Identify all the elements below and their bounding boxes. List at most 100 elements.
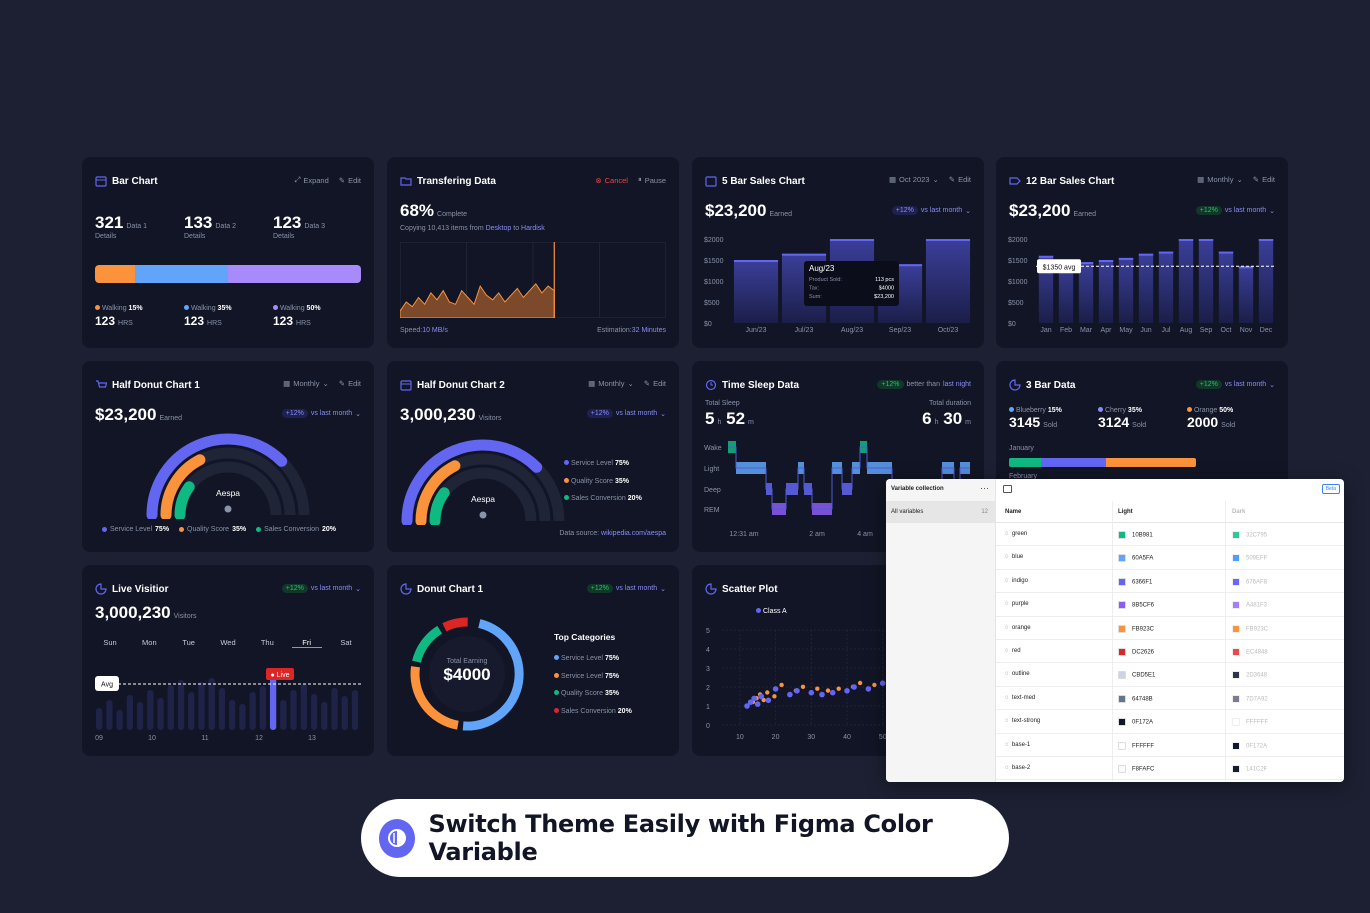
tooltip-key: Product Sold: (809, 277, 842, 283)
tooltip-value: $23,200 (874, 294, 894, 300)
dark-value: EC4848 (1232, 648, 1268, 656)
x-tick-label: Oct/23 (938, 327, 959, 334)
light-value: FFFFFF (1118, 741, 1154, 750)
transfer-area (400, 282, 555, 318)
avg-label: $1350 avg (1043, 264, 1076, 271)
color-swatch (1118, 741, 1126, 750)
x-tick-label: Jan (1040, 327, 1051, 334)
y-tick-label: 3 (706, 666, 710, 673)
day-tab[interactable]: Tue (182, 638, 195, 647)
variable-row[interactable]: ◌ outline CBD5E1 2D3648 (996, 663, 1344, 687)
calendar-icon (705, 176, 717, 187)
bar-cap (1258, 239, 1274, 241)
live-visitor-chart: Avg ● Live 09 10 11 12 13 (95, 668, 362, 742)
color-swatch (1232, 648, 1240, 656)
x-tick-label: 20 (772, 734, 780, 741)
more-icon[interactable]: ⋯ (980, 483, 989, 493)
color-swatch (1232, 694, 1240, 703)
bar (1198, 239, 1214, 323)
dark-value: FFFFFF (1232, 718, 1268, 727)
cancel-button[interactable]: ⊗ Cancel (595, 175, 628, 185)
day-tab[interactable]: Sun (103, 638, 117, 647)
arc-segment (401, 439, 543, 525)
variable-row[interactable]: ◌ purple 8B5CF6 A481F3 (996, 593, 1344, 617)
bar-cap (1138, 253, 1154, 256)
source-link[interactable]: wikipedia.com/aespa (601, 530, 666, 537)
scatter-point (815, 686, 820, 691)
variable-row[interactable]: ◌ text-med 64748B 7D7A92 (996, 687, 1344, 711)
variable-row[interactable]: ◌ base-1 FFFFFF 0F172A (996, 734, 1344, 757)
variable-row[interactable]: ◌ blue 60A5FA 509EFF (996, 546, 1344, 570)
transfer-area-chart (400, 242, 666, 318)
variable-name: ◌ base-1 (1005, 741, 1031, 748)
bar-chart-card: Bar Chart ⤢ Expand ✎ Edit 321 Data 1 Detail… (82, 157, 374, 348)
scatter-point (772, 694, 777, 699)
y-tick-label: $0 (704, 321, 712, 328)
light-value: CBD5E1 (1118, 671, 1155, 680)
edit-button[interactable]: ✎ Edit (338, 175, 361, 185)
variable-row[interactable]: ◌ indigo 6366F1 676AF8 (996, 570, 1344, 594)
edit-button[interactable]: ✎ Edit (643, 379, 666, 388)
color-swatch (1118, 694, 1126, 703)
visitor-bar (147, 690, 154, 730)
bar-cap (781, 253, 827, 256)
variable-name: ◌ text-med (1005, 694, 1036, 701)
y-tick-label: $2000 (704, 237, 724, 244)
color-swatch (1232, 554, 1240, 563)
period-select[interactable]: ▦ Monthly ⌄ (1197, 175, 1243, 184)
edit-button[interactable]: ✎ Edit (1252, 175, 1275, 184)
tooltip-value: 113 pcs (875, 277, 894, 283)
variable-row[interactable]: ◌ base-2 F8FAFC 141C2F (996, 757, 1344, 781)
edit-button[interactable]: ✎ Edit (338, 379, 361, 388)
color-swatch (1118, 554, 1126, 563)
transfer-card: Transfering Data ⊗ Cancel ⏸ Pause 68% Comp… (387, 157, 679, 348)
period-select[interactable]: ▦ Monthly ⌄ (588, 379, 634, 388)
pause-button[interactable]: ⏸ Pause (637, 175, 666, 185)
x-tick-label: Jun (1140, 327, 1151, 334)
color-swatch (1232, 741, 1240, 750)
visitor-bar (167, 685, 174, 730)
variable-row[interactable]: ◌ green 10B981 32C795 (996, 523, 1344, 547)
visitor-bar (321, 702, 328, 730)
variable-name: ◌ base-2 (1005, 765, 1031, 771)
color-swatch (1118, 531, 1126, 539)
day-tab[interactable]: Thu (260, 638, 274, 647)
expand-button[interactable]: ⤢ Expand (294, 175, 329, 185)
color-swatch (1118, 577, 1126, 586)
theme-toggle-icon (379, 818, 416, 858)
visitor-bar (331, 688, 338, 730)
x-tick-label: May (1119, 327, 1133, 334)
x-tick-label: 09 (95, 735, 103, 742)
day-tab[interactable]: Mon (142, 638, 157, 647)
arc-segment (429, 487, 450, 525)
bar-cap (733, 260, 779, 262)
half-donut-1-card: Half Donut Chart 1 ▦ Monthly ⌄ ✎ Edit $23… (82, 361, 374, 552)
sales5-bar-chart: $2000 $1500 $1000 $500 $0 Jun/23 Jul/23 Aug/23 S… (704, 237, 971, 334)
variable-name: ◌ purple (1005, 601, 1029, 608)
day-tab[interactable]: Fri (291, 638, 322, 648)
variable-name: ◌ red (1005, 648, 1021, 654)
y-tick-label: 2 (706, 685, 710, 692)
sidebar-toggle-icon[interactable] (1003, 485, 1012, 493)
bar-cap (1158, 251, 1174, 254)
center-label: Aespa (216, 488, 240, 498)
variable-row[interactable]: ◌ text-strong 0F172A FFFFFF (996, 710, 1344, 734)
month-select[interactable]: ▦ Oct 2023 ⌄ (888, 175, 939, 184)
light-value: 6366F1 (1118, 577, 1152, 586)
day-tab[interactable]: Wed (220, 638, 236, 647)
variable-row[interactable]: ◌ orange FB923C FB923C (996, 617, 1344, 640)
scatter-point (800, 684, 806, 689)
variable-row[interactable]: ◌ red DC2626 EC4848 (996, 640, 1344, 664)
edit-button[interactable]: ✎ Edit (948, 175, 971, 184)
day-tab[interactable]: Sat (340, 638, 352, 647)
bar-cap (877, 264, 923, 267)
x-tick-label: 30 (807, 734, 815, 741)
stage-label: REM (704, 507, 720, 514)
all-variables-item[interactable]: All variables 12 (886, 501, 996, 523)
period-select[interactable]: ▦ Monthly ⌄ (283, 379, 329, 388)
center-dot (479, 511, 487, 519)
bar-cap (1098, 260, 1114, 262)
day-tabs: Sun Mon Tue Wed Thu Fri Sat (95, 638, 361, 648)
tag-icon (1009, 177, 1021, 185)
x-tick-label: Sep/23 (889, 327, 911, 334)
